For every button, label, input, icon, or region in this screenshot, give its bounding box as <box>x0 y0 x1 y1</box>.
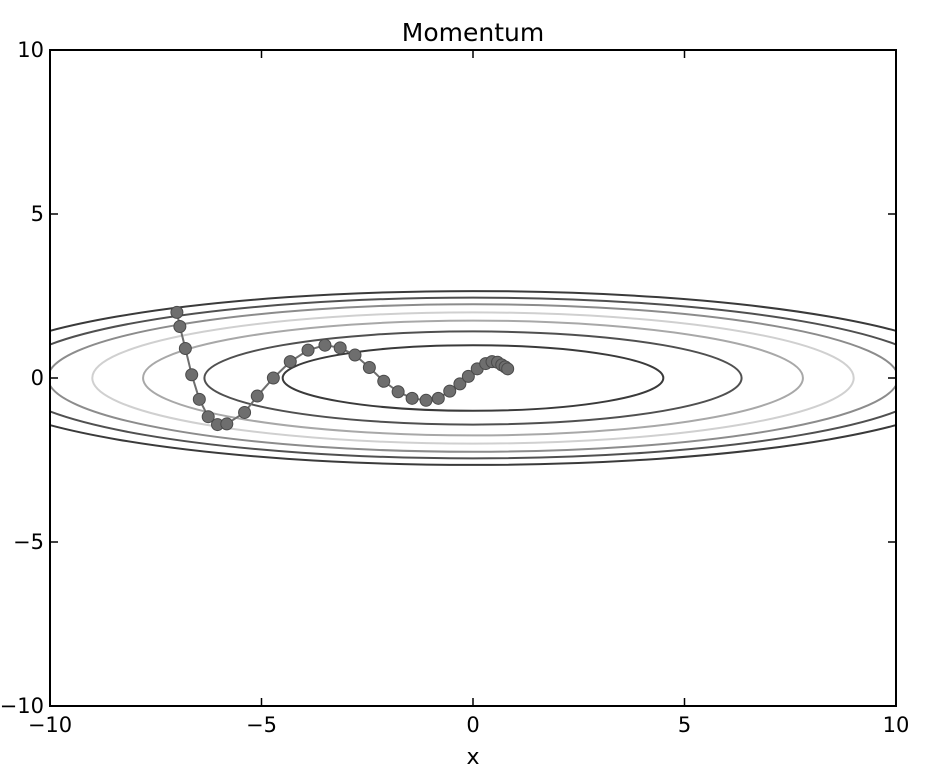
contour-level-6 <box>50 296 896 460</box>
trajectory-point <box>192 392 206 406</box>
trajectory-point <box>173 320 187 334</box>
trajectory-point <box>318 338 332 352</box>
trajectory-point <box>443 384 457 398</box>
contour-level-1 <box>281 344 665 412</box>
y-tick-label: 0 <box>31 366 44 390</box>
trajectory-point <box>301 343 315 357</box>
chart-title: Momentum <box>402 18 544 47</box>
contour-level-5 <box>50 303 896 453</box>
trajectory-point <box>333 341 347 355</box>
x-tick-label: −5 <box>246 713 277 737</box>
contour-lines <box>50 290 896 466</box>
trajectory-point <box>419 393 433 407</box>
trajectory-point <box>348 348 362 362</box>
x-tick-label: 10 <box>883 713 910 737</box>
y-tick-label: 5 <box>31 202 44 226</box>
trajectory-point <box>362 361 376 375</box>
optimizer-trajectory <box>170 305 515 432</box>
x-axis-label: x <box>466 745 479 770</box>
trajectory-line <box>175 312 509 426</box>
trajectory-point <box>250 389 264 403</box>
trajectory-point <box>461 369 475 383</box>
tick-labels: −10 −5 0 5 10 −10 −5 0 5 10 <box>0 38 909 737</box>
trajectory-point <box>453 377 467 391</box>
trajectory-point <box>185 368 199 382</box>
trajectory-point <box>283 355 297 369</box>
contour-level-7 <box>50 290 896 466</box>
y-tick-label: 10 <box>17 38 44 62</box>
trajectory-point <box>501 362 515 376</box>
x-tick-label: −10 <box>28 713 72 737</box>
trajectory-point <box>431 391 445 405</box>
trajectory-point <box>266 371 280 385</box>
y-tick-label: −5 <box>13 530 44 554</box>
trajectory-point <box>391 385 405 399</box>
x-tick-label: 5 <box>678 713 691 737</box>
y-tick-label: −10 <box>0 694 44 718</box>
trajectory-point <box>178 341 192 355</box>
trajectory-point <box>220 417 234 431</box>
contour-level-4 <box>91 311 855 445</box>
x-tick-label: 0 <box>466 713 479 737</box>
trajectory-point <box>201 410 215 424</box>
trajectory-point <box>377 374 391 388</box>
axis-ticks <box>49 49 897 707</box>
contour-level-3 <box>142 319 804 437</box>
trajectory-point <box>238 405 252 419</box>
trajectory-point <box>170 305 184 319</box>
trajectory-point <box>405 391 419 405</box>
contour-level-2 <box>203 330 743 426</box>
